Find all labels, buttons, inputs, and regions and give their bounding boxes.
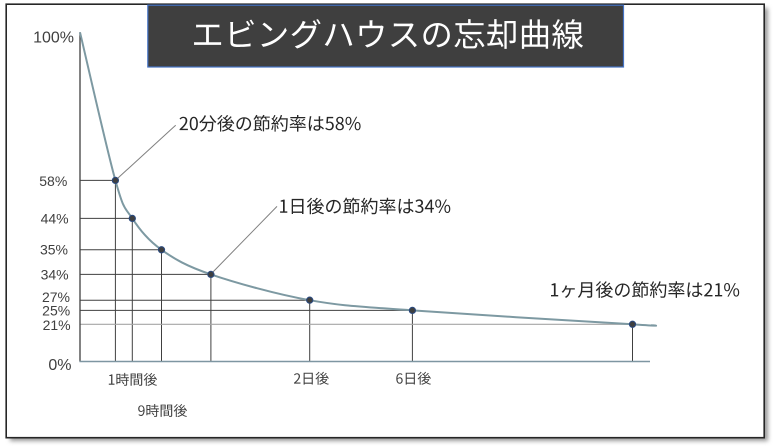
- svg-text:25%: 25%: [42, 303, 70, 319]
- svg-text:27%: 27%: [42, 289, 70, 305]
- svg-text:44%: 44%: [41, 211, 69, 227]
- svg-text:21%: 21%: [43, 317, 71, 333]
- svg-text:0%: 0%: [48, 357, 71, 374]
- svg-text:58%: 58%: [39, 173, 67, 189]
- svg-text:35%: 35%: [40, 242, 68, 258]
- svg-text:100%: 100%: [33, 30, 74, 47]
- svg-text:34%: 34%: [41, 266, 69, 282]
